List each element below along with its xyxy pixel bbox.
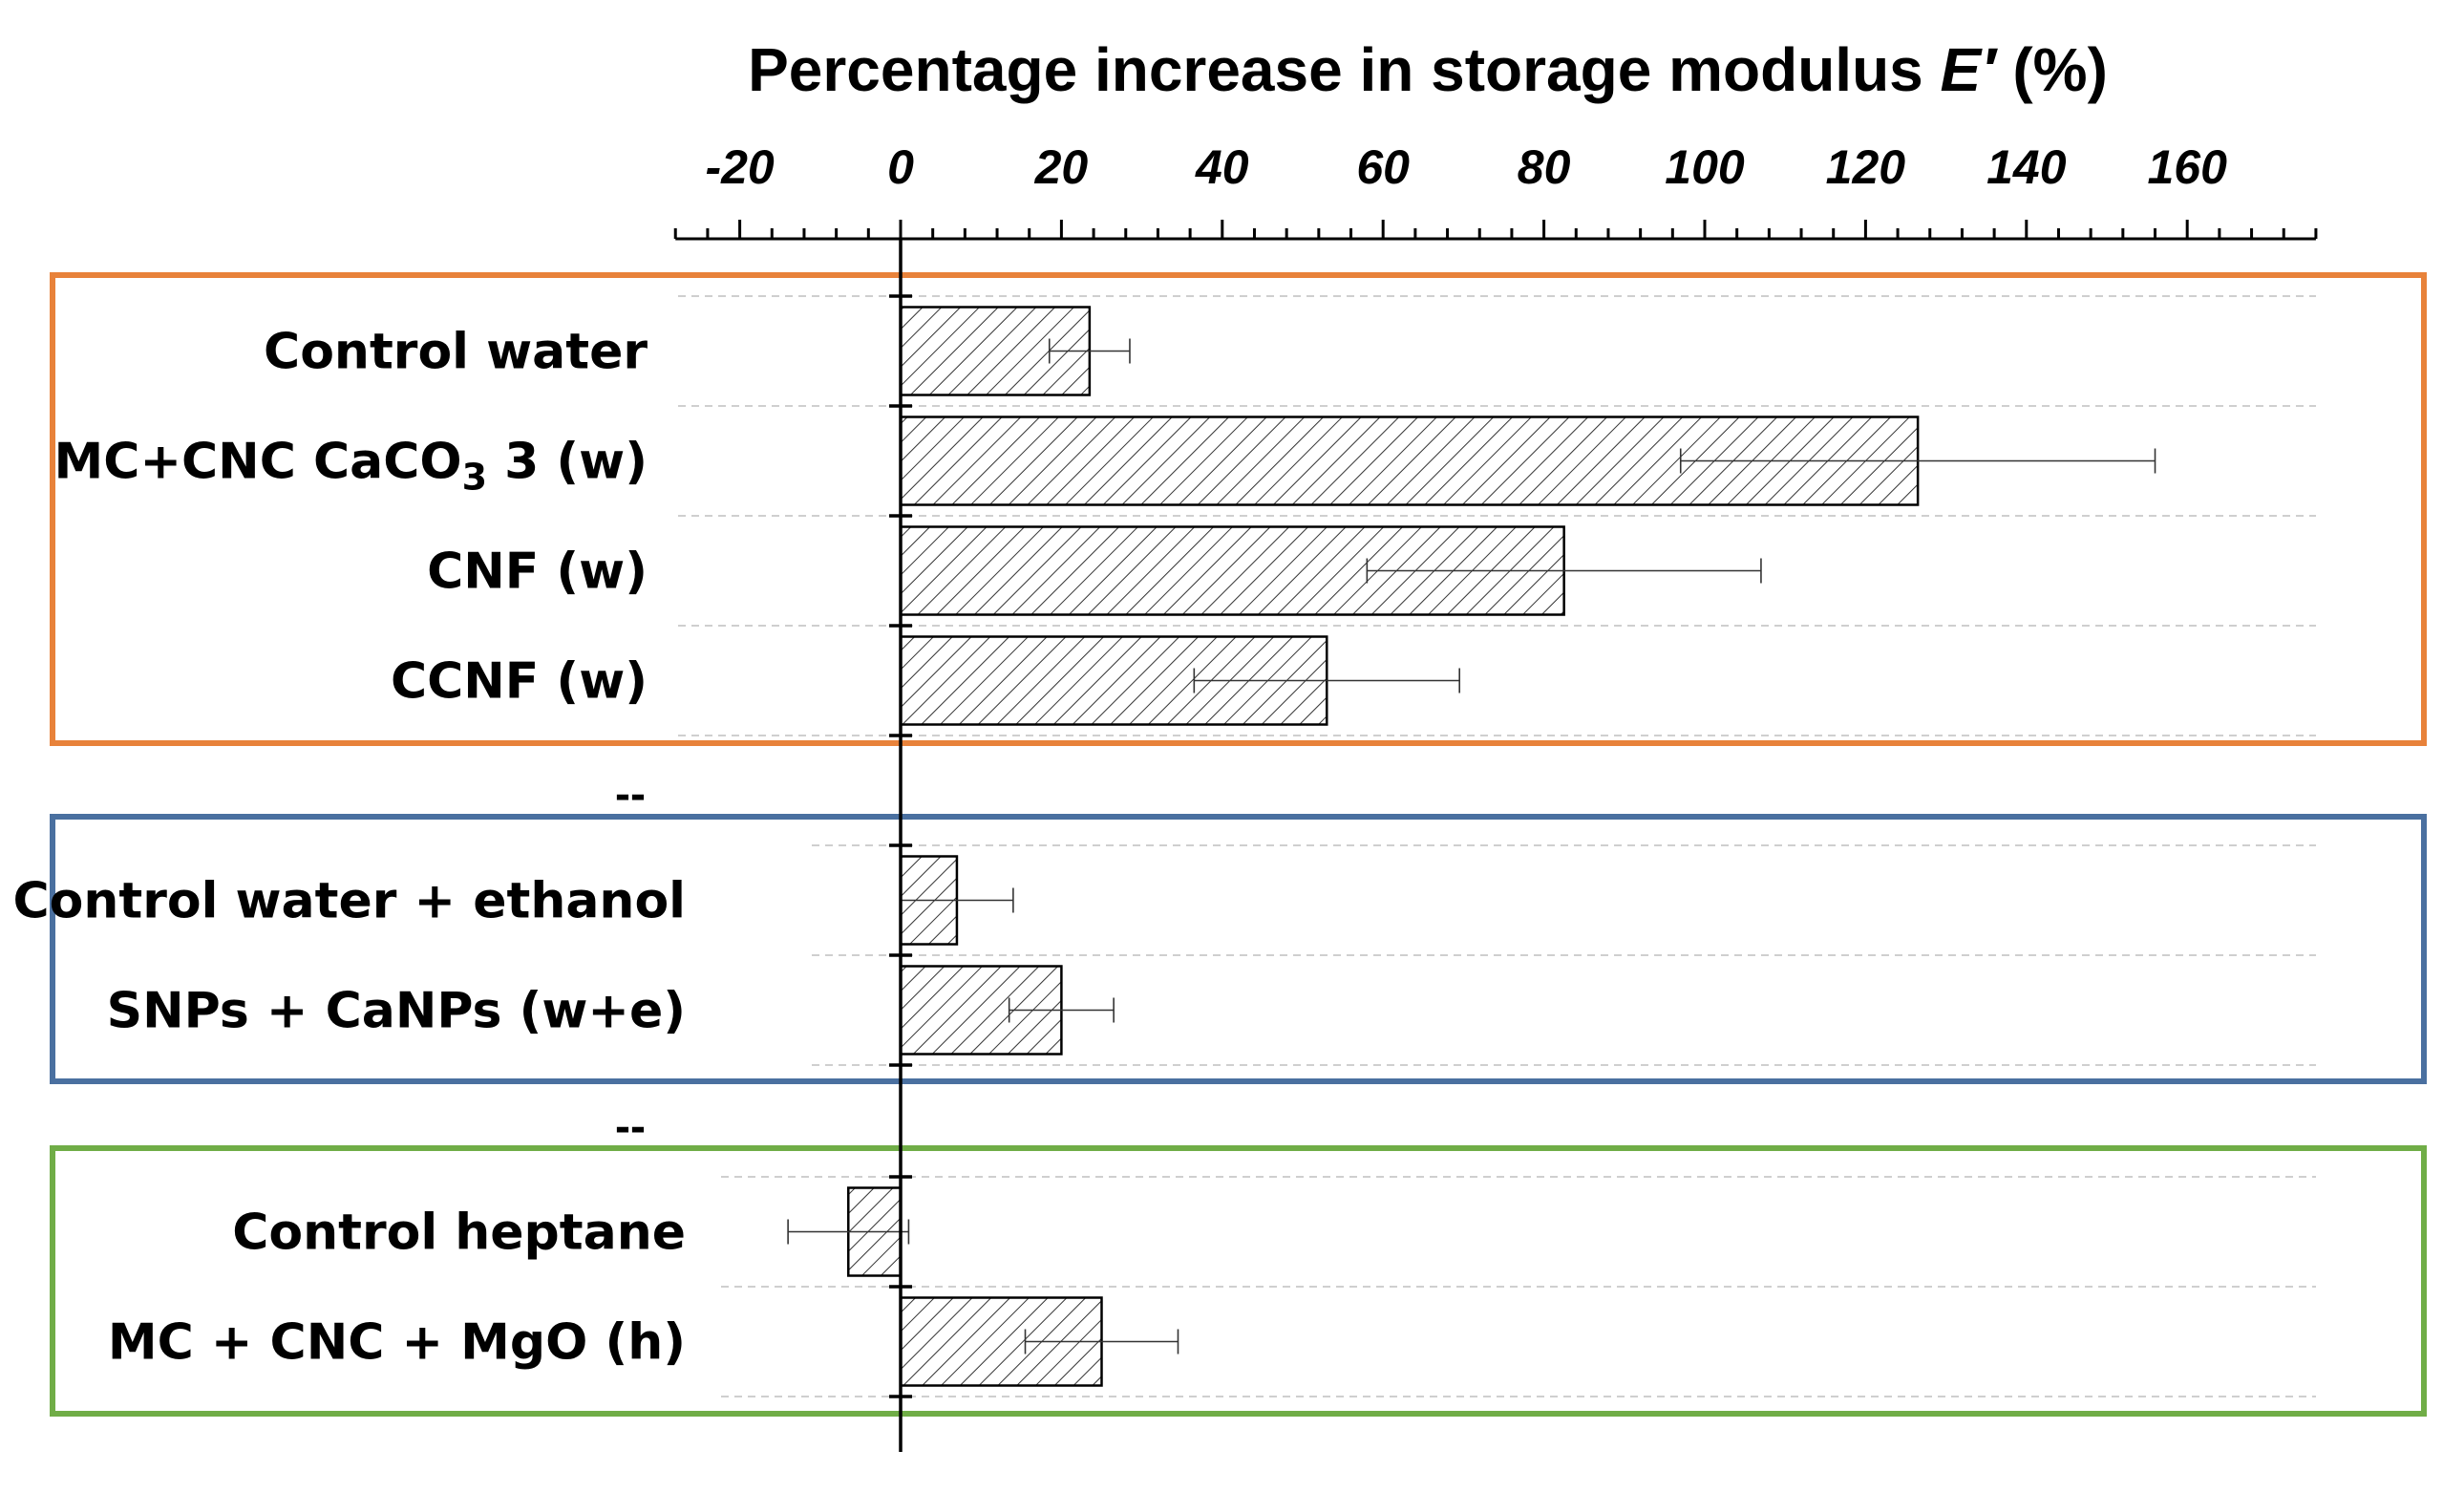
chart-title: Percentage increase in storage modulus E…: [748, 35, 2108, 104]
x-tick-label: 120: [1826, 140, 1906, 194]
category-label: CCNF (w): [391, 653, 648, 711]
category-label: Control water: [264, 324, 648, 381]
group-box-3: [50, 1145, 2427, 1417]
group-boxes: [50, 272, 2427, 1417]
group-separator: --: [615, 769, 646, 820]
x-tick-label: 20: [1034, 140, 1089, 194]
x-tick-label: 0: [887, 140, 914, 194]
x-tick-label: 140: [1986, 140, 2067, 194]
x-tick-label: 100: [1665, 140, 1745, 194]
group-separator: --: [615, 1101, 646, 1152]
x-axis: -20 0 20 40 60 80 100 120 140 160: [673, 140, 2318, 1452]
group-box-2: [50, 814, 2427, 1084]
category-label: Control heptane: [232, 1205, 686, 1262]
x-tick-label: 60: [1356, 140, 1410, 194]
category-label: CNF (w): [427, 544, 648, 601]
category-labels: Control water MC+CNC CaCO3 3 (w) CNF (w) CC…: [12, 324, 686, 1372]
category-label: MC+CNC CaCO3 3 (w): [54, 434, 648, 499]
category-label: SNPs + CaNPs (w+e): [107, 983, 686, 1040]
group-box-1: [50, 272, 2427, 746]
x-tick-label: -20: [705, 140, 774, 194]
x-tick-label: 40: [1195, 140, 1249, 194]
x-tick-label: 160: [2147, 140, 2227, 194]
x-tick-label: 80: [1518, 140, 1571, 194]
grid-lines: [678, 295, 2316, 1397]
category-label: Control water + ethanol: [12, 873, 686, 930]
bars: [787, 306, 2156, 1387]
category-label: MC + CNC + MgO (h): [108, 1314, 686, 1372]
